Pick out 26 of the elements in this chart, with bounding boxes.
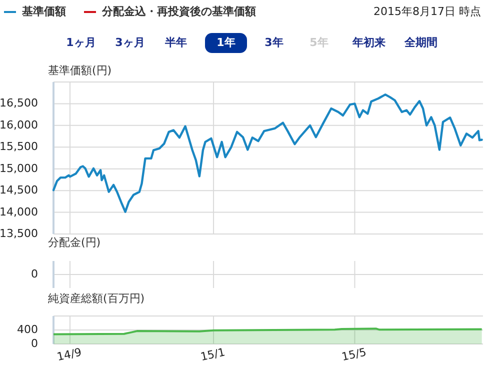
text: 年初来 xyxy=(352,36,386,50)
y-axis-title: 基準価額(円) xyxy=(48,64,112,77)
legend-label: 基準価額 xyxy=(21,5,66,18)
legend-label: 分配金込・再投資後の基準価額 xyxy=(101,5,256,18)
x-tick-label: 14/9 xyxy=(56,346,83,364)
text: 分配金(円) xyxy=(48,236,101,249)
x-tick-label: 15/5 xyxy=(340,346,368,364)
y-tick-label: 400 xyxy=(17,323,38,336)
text: 3年 xyxy=(264,36,284,50)
text: 2015年8月17日 時点 xyxy=(374,5,481,18)
y-tick-label: 16,500 xyxy=(0,96,38,110)
text: 3ヶ月 xyxy=(115,36,145,50)
y-tick-label: 14,000 xyxy=(0,205,38,218)
y-tick-label: 0 xyxy=(31,337,38,350)
text: 1年 xyxy=(216,36,236,50)
y-tick-label: 13,500 xyxy=(0,227,38,240)
text: 半年 xyxy=(164,36,187,50)
y-axis-title: 純資産総額(百万円) xyxy=(48,292,145,305)
line-series xyxy=(52,93,483,213)
y-tick-label: 14,500 xyxy=(0,184,38,197)
x-tick-label: 15/1 xyxy=(199,346,226,364)
y-tick-label: 15,500 xyxy=(0,140,38,154)
y-tick-label: 16,000 xyxy=(0,118,38,132)
y-tick-label: 15,000 xyxy=(0,162,38,175)
text: 全期間 xyxy=(404,36,438,50)
text: 1ヶ月 xyxy=(66,36,96,50)
